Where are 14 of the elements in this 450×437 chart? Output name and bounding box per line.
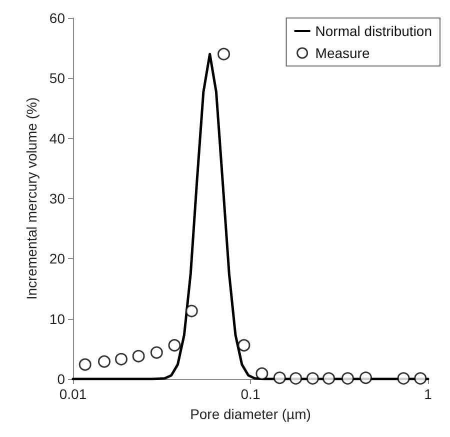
legend-label: Measure (315, 45, 370, 61)
y-tick-label: 30 (49, 190, 66, 206)
y-tick-label: 40 (49, 130, 66, 146)
y-tick-label: 20 (49, 250, 66, 267)
legend-label: Normal distribution (315, 23, 432, 39)
y-tick-label: 60 (49, 10, 66, 26)
x-tick-label: 0.1 (240, 386, 260, 402)
y-tick-label: 10 (49, 310, 66, 327)
x-axis-title: Pore diameter (µm) (190, 406, 311, 422)
x-tick-label: 1 (424, 386, 432, 402)
y-axis-title: Incremental mercury volume (%) (24, 97, 40, 300)
x-tick-label: 0.01 (59, 386, 87, 402)
y-tick-label: 50 (49, 70, 66, 86)
y-tick-label: 0 (57, 371, 66, 387)
